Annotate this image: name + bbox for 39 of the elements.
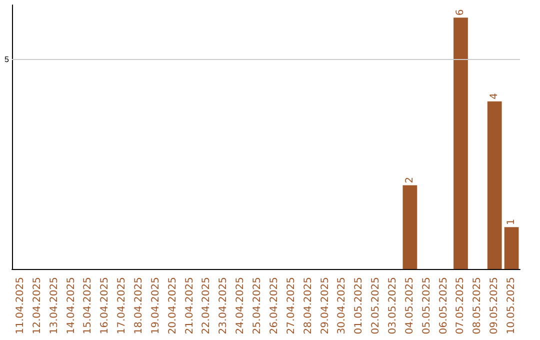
x-tick-label: 18.04.2025 (134, 277, 144, 334)
x-tick-label: 30.04.2025 (336, 277, 348, 334)
bar (504, 227, 519, 269)
x-tick-label: 03.05.2025 (388, 277, 398, 334)
x-tick-label: 06.05.2025 (438, 277, 450, 334)
x-tick-label: 25.04.2025 (252, 277, 264, 334)
x-tick-label: 10.05.2025 (506, 277, 518, 334)
data-label: 4 (489, 93, 500, 100)
x-tick-label: 07.05.2025 (455, 277, 466, 334)
data-label: 2 (404, 176, 416, 184)
x-tick-label: 27.04.2025 (286, 277, 297, 334)
bar (487, 101, 502, 269)
x-tick-label: 09.05.2025 (489, 277, 500, 334)
x-tick-label: 05.05.2025 (421, 277, 432, 334)
x-tick-label: 24.04.2025 (235, 277, 246, 334)
x-tick-label: 20.04.2025 (167, 277, 178, 334)
x-tick-label: 02.05.2025 (370, 277, 382, 334)
data-label: 6 (455, 9, 466, 16)
x-tick-label: 08.05.2025 (472, 277, 484, 334)
bar (402, 185, 418, 269)
x-tick-label: 14.04.2025 (66, 277, 77, 334)
x-tick-label: 11.04.2025 (14, 277, 26, 334)
x-tick-label: 19.04.2025 (150, 277, 162, 334)
x-tick-label: 13.04.2025 (48, 277, 60, 334)
x-tick-label: 22.04.2025 (201, 277, 212, 334)
x-tick-label: 04.05.2025 (404, 277, 416, 334)
data-label: 1 (506, 218, 518, 226)
bar (454, 18, 468, 269)
x-tick-label: 28.04.2025 (302, 277, 314, 334)
x-tick-label: 29.04.2025 (320, 277, 331, 334)
x-tick-label: 26.04.2025 (268, 277, 280, 334)
x-tick-label: 16.04.2025 (100, 277, 111, 334)
x-tick-label: 12.04.2025 (32, 277, 43, 334)
x-tick-label: 01.05.2025 (354, 277, 365, 334)
x-tick-label: 23.04.2025 (218, 277, 230, 334)
ref-line-label: 5 (4, 54, 10, 64)
x-tick-label: 17.04.2025 (116, 277, 128, 334)
x-tick-label: 21.04.2025 (184, 277, 196, 334)
x-tick-label: 15.04.2025 (82, 277, 94, 334)
